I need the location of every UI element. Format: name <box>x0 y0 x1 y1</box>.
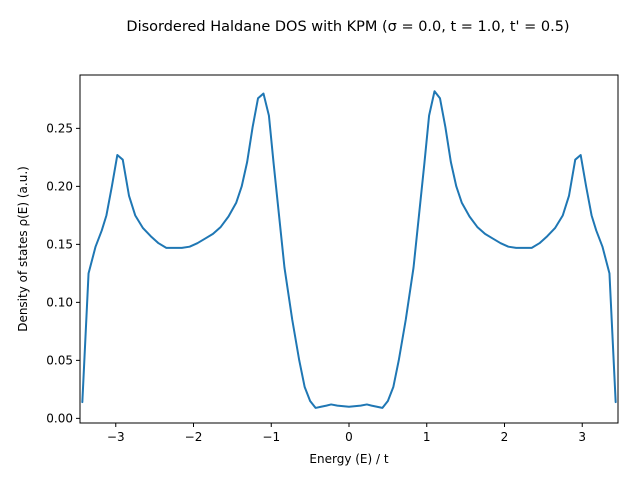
x-tick-label: 2 <box>501 430 509 444</box>
x-axis-label: Energy (E) / t <box>309 452 388 466</box>
dos-series-line <box>81 90 617 409</box>
y-axis-label: Density of states ρ(E) (a.u.) <box>16 166 30 332</box>
plot-area-frame <box>79 74 619 424</box>
x-tick-label: 3 <box>578 430 586 444</box>
line-layer <box>81 90 617 409</box>
y-tick-label: 0.00 <box>46 411 73 425</box>
x-tick-label: 1 <box>423 430 431 444</box>
y-tick-label: 0.15 <box>46 237 73 251</box>
chart-title: Disordered Haldane DOS with KPM (σ = 0.0… <box>126 19 569 35</box>
x-tick-label: −2 <box>185 430 203 444</box>
y-tick-label: 0.25 <box>46 121 73 135</box>
ticks-layer: −3 −2 −1 0 1 2 3 0.00 0.05 0.10 0.15 0.20 0.25 <box>46 121 586 444</box>
x-tick-label: −1 <box>262 430 280 444</box>
x-tick-label: 0 <box>345 430 353 444</box>
y-tick-label: 0.20 <box>46 179 73 193</box>
x-tick-label: −3 <box>107 430 125 444</box>
y-tick-label: 0.10 <box>46 295 73 309</box>
y-tick-label: 0.05 <box>46 353 73 367</box>
